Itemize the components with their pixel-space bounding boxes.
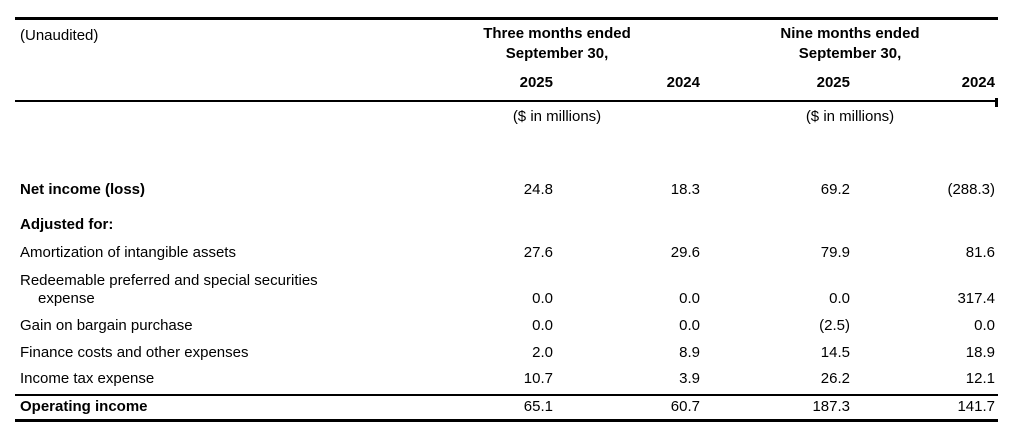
- column-group-title-line2: September 30,: [505, 45, 609, 62]
- subtotal-separator-rule: [15, 394, 998, 396]
- cell-value: 29.6: [670, 244, 700, 261]
- cell-value: 141.7: [957, 398, 995, 415]
- cell-value: (288.3): [947, 181, 995, 198]
- unaudited-label: (Unaudited): [20, 27, 99, 44]
- cell-value: 26.2: [820, 370, 850, 387]
- header-separator-rule: [15, 100, 997, 102]
- row-label: Amortization of intangible assets: [20, 244, 236, 261]
- cell-value: (2.5): [819, 317, 850, 334]
- row-label: Gain on bargain purchase: [20, 317, 193, 334]
- year-header-9mo-2024: 2024: [961, 74, 995, 91]
- cell-value: 0.0: [679, 317, 700, 334]
- cell-value: 0.0: [974, 317, 995, 334]
- cell-value: 2.0: [532, 344, 553, 361]
- cell-value: 69.2: [820, 181, 850, 198]
- cell-value: 18.3: [670, 181, 700, 198]
- cell-value: 0.0: [679, 290, 700, 307]
- cell-value: 79.9: [820, 244, 850, 261]
- year-header-3mo-2024: 2024: [666, 74, 700, 91]
- row-label: Income tax expense: [20, 370, 155, 387]
- year-header-3mo-2025: 2025: [519, 74, 553, 91]
- column-group-three-months: Three months ended September 30,: [407, 24, 707, 64]
- row-label: Net income (loss): [20, 181, 146, 198]
- cell-value: 12.1: [965, 370, 995, 387]
- year-header-9mo-2025: 2025: [816, 74, 850, 91]
- row-label: Operating income: [20, 398, 148, 415]
- cell-value: 24.8: [523, 181, 553, 198]
- row-label-line2: expense: [38, 290, 95, 307]
- cell-value: 8.9: [679, 344, 700, 361]
- column-group-title-line1: Three months ended: [483, 25, 631, 42]
- table-top-border: [15, 17, 998, 20]
- cell-value: 65.1: [523, 398, 553, 415]
- cell-value: 0.0: [829, 290, 850, 307]
- cell-value: 18.9: [965, 344, 995, 361]
- row-label-line1: Redeemable preferred and special securit…: [20, 272, 318, 289]
- cell-value: 0.0: [532, 290, 553, 307]
- cell-value: 317.4: [957, 290, 995, 307]
- cell-value: 14.5: [820, 344, 850, 361]
- cell-value: 3.9: [679, 370, 700, 387]
- column-group-title-line2: September 30,: [798, 45, 902, 62]
- row-label: Adjusted for:: [20, 216, 114, 233]
- units-label-three-months: ($ in millions): [512, 108, 602, 125]
- column-group-title-line1: Nine months ended: [780, 25, 920, 42]
- cell-value: 81.6: [965, 244, 995, 261]
- cell-value: 0.0: [532, 317, 553, 334]
- cell-value: 60.7: [670, 398, 700, 415]
- cell-value: 187.3: [812, 398, 850, 415]
- table-bottom-border: [15, 419, 998, 422]
- cell-value: 27.6: [523, 244, 553, 261]
- rule-end-tick: [995, 98, 998, 107]
- column-group-nine-months: Nine months ended September 30,: [700, 24, 1000, 64]
- units-label-nine-months: ($ in millions): [805, 108, 895, 125]
- row-label: Finance costs and other expenses: [20, 344, 249, 361]
- cell-value: 10.7: [523, 370, 553, 387]
